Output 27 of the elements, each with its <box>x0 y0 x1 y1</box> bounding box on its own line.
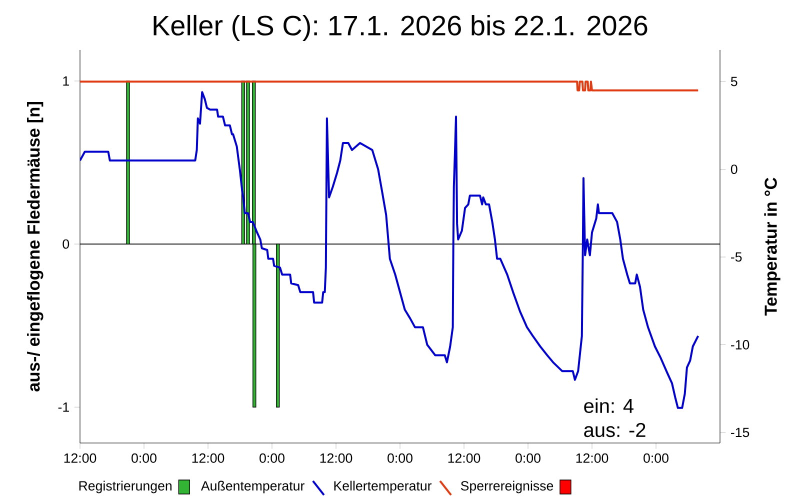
x-tick-label: 0:00 <box>516 453 540 463</box>
x-tick-label: 0:00 <box>644 453 668 463</box>
y2-tick-label: 5 <box>730 76 738 86</box>
y2-tick-label: -10 <box>730 340 750 350</box>
y2-tick-label: -5 <box>730 252 742 262</box>
x-tick-label: 12:00 <box>192 453 224 463</box>
x-tick-label: 12:00 <box>576 453 608 463</box>
legend-label: Registrierungen <box>79 480 172 494</box>
annotation: aus: -2 <box>584 422 646 438</box>
y-axis-title: aus-/ eingeflogene Fledermäuse [n] <box>27 102 44 392</box>
x-tick-label: 12:00 <box>448 453 480 463</box>
y2-tick-label: 0 <box>730 164 738 174</box>
x-tick-label: 0:00 <box>260 453 284 463</box>
x-tick-label: 0:00 <box>132 453 156 463</box>
legend-label: Kellertemperatur <box>334 480 432 494</box>
y-tick-label: -1 <box>58 402 69 412</box>
y-tick-label: 0 <box>62 239 70 249</box>
annotation: ein: 4 <box>584 398 634 413</box>
x-tick-label: 12:00 <box>64 453 96 463</box>
legend-label: Sperrereignisse <box>460 480 554 494</box>
y2-axis-title: Temperatur in °C <box>764 178 780 316</box>
y-tick-label: 1 <box>63 76 69 86</box>
x-tick-label: 0:00 <box>388 453 412 463</box>
x-tick-label: 12:00 <box>320 453 352 463</box>
legend-label: Außentemperatur <box>200 480 304 494</box>
chart-title: Keller (LS C): 17.1. 2026 bis 22.1. 2026 <box>154 14 648 42</box>
y2-tick-label: -15 <box>730 428 750 438</box>
